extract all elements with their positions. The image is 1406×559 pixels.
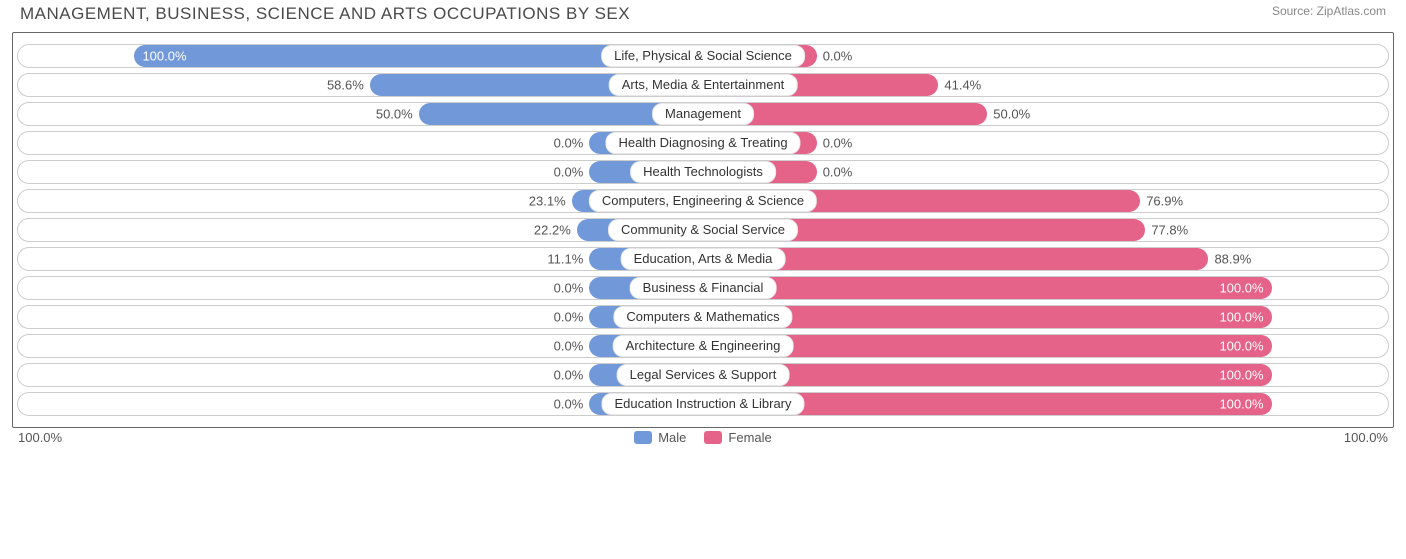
row-male-value: 23.1% [529,194,572,209]
row-female-value: 100.0% [1219,368,1271,383]
row-female-value: 50.0% [987,107,1030,122]
chart-row: Community & Social Service 22.2% 77.8% [17,218,1389,242]
chart-row: Architecture & Engineering 0.0% 100.0% [17,334,1389,358]
chart-legend: Male Female [634,430,772,445]
row-female-value: 41.4% [938,78,981,93]
row-male-value: 0.0% [554,397,590,412]
row-male-value: 50.0% [376,107,419,122]
chart-header: MANAGEMENT, BUSINESS, SCIENCE AND ARTS O… [0,0,1406,32]
row-female-value: 100.0% [1219,397,1271,412]
row-female-value: 100.0% [1219,339,1271,354]
row-category-label: Health Technologists [630,161,776,183]
bar-female [703,277,1272,299]
row-category-label: Community & Social Service [608,219,798,241]
row-category-label: Education Instruction & Library [601,393,804,415]
row-female-value: 76.9% [1140,194,1183,209]
row-category-label: Education, Arts & Media [621,248,786,270]
row-male-value: 0.0% [554,281,590,296]
row-male-value: 22.2% [534,223,577,238]
row-male-value: 0.0% [554,339,590,354]
row-female-value: 0.0% [817,165,853,180]
legend-label-male: Male [658,430,686,445]
chart-footer: 100.0% Male Female 100.0% [0,428,1406,445]
chart-row: Legal Services & Support 0.0% 100.0% [17,363,1389,387]
row-category-label: Legal Services & Support [617,364,790,386]
row-male-value: 11.1% [547,252,589,267]
row-category-label: Management [652,103,754,125]
row-male-value: 0.0% [554,165,590,180]
chart-row: Education, Arts & Media 11.1% 88.9% [17,247,1389,271]
row-female-value: 100.0% [1219,310,1271,325]
chart-row: Management 50.0% 50.0% [17,102,1389,126]
row-category-label: Computers & Mathematics [613,306,792,328]
legend-swatch-female [704,431,722,444]
row-category-label: Business & Financial [630,277,777,299]
row-male-value: 0.0% [554,136,590,151]
chart-row: Computers, Engineering & Science 23.1% 76.… [17,189,1389,213]
row-male-value: 0.0% [554,368,590,383]
row-category-label: Health Diagnosing & Treating [605,132,800,154]
row-category-label: Life, Physical & Social Science [601,45,805,67]
row-male-value: 100.0% [134,49,186,64]
chart-source: Source: ZipAtlas.com [1272,4,1386,18]
chart-title: MANAGEMENT, BUSINESS, SCIENCE AND ARTS O… [20,4,630,24]
legend-swatch-male [634,431,652,444]
row-female-value: 88.9% [1208,252,1251,267]
row-category-label: Computers, Engineering & Science [589,190,817,212]
chart-row: Life, Physical & Social Science 100.0% 0.0… [17,44,1389,68]
chart-row: Education Instruction & Library 0.0% 100.0… [17,392,1389,416]
row-male-value: 58.6% [327,78,370,93]
chart-row: Arts, Media & Entertainment 58.6% 41.4% [17,73,1389,97]
axis-left-label: 100.0% [18,430,62,445]
chart-row: Computers & Mathematics 0.0% 100.0% [17,305,1389,329]
row-category-label: Architecture & Engineering [613,335,794,357]
row-female-value: 77.8% [1145,223,1188,238]
legend-label-female: Female [728,430,771,445]
chart-plot-area: Life, Physical & Social Science 100.0% 0.0… [12,32,1394,428]
axis-right-label: 100.0% [1344,430,1388,445]
chart-row: Health Diagnosing & Treating 0.0% 0.0% [17,131,1389,155]
row-female-value: 100.0% [1219,281,1271,296]
row-category-label: Arts, Media & Entertainment [609,74,798,96]
chart-row: Business & Financial 0.0% 100.0% [17,276,1389,300]
row-male-value: 0.0% [554,310,590,325]
row-female-value: 0.0% [817,49,853,64]
chart-row: Health Technologists 0.0% 0.0% [17,160,1389,184]
row-female-value: 0.0% [817,136,853,151]
